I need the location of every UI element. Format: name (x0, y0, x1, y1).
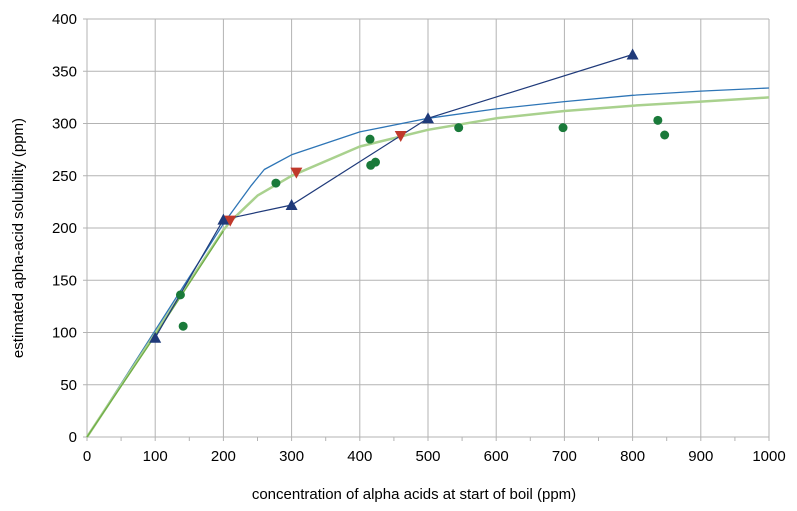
series-2-point (653, 115, 663, 125)
series-0-point (149, 331, 162, 343)
series-2-point (370, 157, 380, 167)
axes (83, 18, 770, 441)
series-2-point (558, 123, 568, 133)
x-tick-label: 1000 (752, 448, 785, 465)
x-tick-label: 300 (279, 448, 304, 465)
series-1-point (290, 167, 303, 179)
y-tick-label: 350 (52, 63, 77, 80)
series-0-line (154, 53, 633, 339)
series-4-curve (85, 96, 770, 438)
x-tick-label: 100 (143, 448, 168, 465)
series-2-point (175, 290, 185, 300)
x-tick-label: 200 (211, 448, 236, 465)
series-2-point (660, 130, 670, 140)
series-2-point (365, 134, 375, 144)
y-tick-label: 50 (60, 377, 77, 394)
series-0-point (626, 48, 639, 60)
y-tick-label: 200 (52, 220, 77, 237)
x-tick-label: 0 (83, 448, 91, 465)
x-tick-label: 400 (347, 448, 372, 465)
series-1-point (224, 215, 237, 227)
y-tick-label: 250 (52, 168, 77, 185)
tick-labels: 0 100 200 300 400 500 600 700 800 900 1000 0 50 100 15… (52, 11, 786, 465)
series-0-point (217, 213, 230, 225)
x-axis-title: concentration of alpha acids at start of… (252, 486, 576, 503)
grid (87, 18, 770, 437)
y-tick-label: 0 (69, 429, 77, 446)
series-2-point (178, 321, 188, 331)
y-tick-label: 100 (52, 325, 77, 342)
series-2-point (271, 178, 281, 188)
x-tick-label: 800 (620, 448, 645, 465)
y-tick-label: 400 (52, 11, 77, 28)
series-0-point (422, 112, 434, 124)
x-tick-label: 600 (484, 448, 509, 465)
series-2-point (454, 123, 464, 133)
series-1-point (394, 131, 407, 143)
y-tick-label: 150 (52, 272, 77, 289)
x-tick-label: 700 (552, 448, 577, 465)
x-tick-label: 500 (415, 448, 440, 465)
series-layer (85, 48, 770, 438)
x-tick-label: 900 (688, 448, 713, 465)
y-axis-title: estimated apha-acid solubility (ppm) (10, 118, 27, 358)
y-tick-label: 300 (52, 116, 77, 133)
series-0-point (285, 199, 298, 211)
